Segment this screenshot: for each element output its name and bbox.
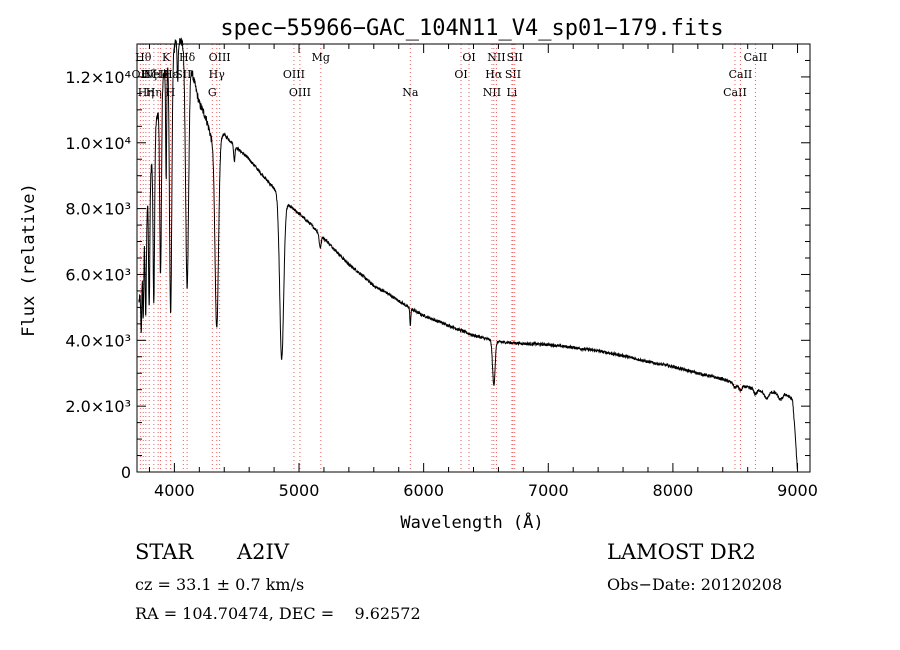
marker-label: NII	[487, 51, 505, 64]
y-tick-label: 6.0×10³	[65, 265, 131, 284]
x-tick-label: 7000	[528, 481, 569, 500]
marker-label: OIII	[289, 86, 311, 99]
x-axis-label: Wavelength (Å)	[400, 511, 543, 533]
marker-label: NII	[483, 86, 501, 99]
y-tick-label: 0	[121, 463, 131, 482]
marker-label: Hη	[138, 86, 154, 99]
spectrum-line	[138, 37, 798, 471]
x-tick-label: 4000	[154, 481, 195, 500]
y-tick-label: 1.0×10⁴	[65, 134, 131, 153]
marker-label: OII	[132, 68, 150, 81]
marker-label: Hδ	[179, 51, 196, 64]
marker-label: SII	[175, 68, 191, 81]
marker-label: Mg	[312, 51, 330, 64]
marker-label: K	[162, 51, 171, 64]
marker-label: CaII	[744, 51, 768, 64]
chart-title: spec−55966−GAC_104N11_V4_sp01−179.fits	[220, 16, 723, 41]
y-tick-label: 4.0×10³	[65, 331, 131, 350]
marker-label: Hζ	[141, 68, 157, 81]
subclass: A2IV	[237, 540, 289, 564]
line-markers: OIIHθHηHζHηNeIIIHeKHHεSIIHδGHγOIIIOIIIOI…	[132, 44, 768, 472]
marker-label: CaII	[729, 68, 753, 81]
marker-label: OIII	[283, 68, 305, 81]
survey-name: LAMOST DR2	[607, 540, 756, 564]
marker-label: Na	[402, 86, 419, 99]
plot-frame	[136, 43, 811, 473]
marker-label: OI	[454, 68, 467, 81]
marker-label: Hη	[146, 86, 162, 99]
y-tick-label: 1.2×10⁴	[65, 68, 131, 87]
x-tick-label: 8000	[653, 481, 694, 500]
coordinates: RA = 104.70474, DEC = 9.62572	[135, 604, 421, 623]
marker-label: Hγ	[209, 68, 226, 81]
redshift-text: cz = 33.1 ± 0.7 km/s	[135, 575, 305, 594]
axes: 4000 5000 6000 7000 8000 9000 0 2.0×10³ 4.0×10³ 6…	[65, 43, 818, 500]
x-tick-label: 9000	[777, 481, 818, 500]
y-axis-label: Flux (relative)	[19, 183, 39, 337]
marker-label: SII	[505, 68, 521, 81]
y-tick-label: 2.0×10³	[65, 397, 131, 416]
marker-label: OI	[462, 51, 475, 64]
x-tick-label: 6000	[403, 481, 444, 500]
object-type: STAR	[135, 540, 194, 564]
marker-label: NeIII	[143, 68, 172, 81]
marker-label: Hα	[485, 68, 503, 81]
marker-label: G	[208, 86, 217, 99]
obs-date: Obs−Date: 20120208	[607, 575, 783, 594]
marker-label: Li	[506, 86, 517, 99]
y-tick-label: 8.0×10³	[65, 200, 131, 219]
marker-label: CaII	[723, 86, 747, 99]
marker-label: SII	[507, 51, 523, 64]
x-tick-label: 5000	[279, 481, 320, 500]
marker-label: OIII	[209, 51, 231, 64]
